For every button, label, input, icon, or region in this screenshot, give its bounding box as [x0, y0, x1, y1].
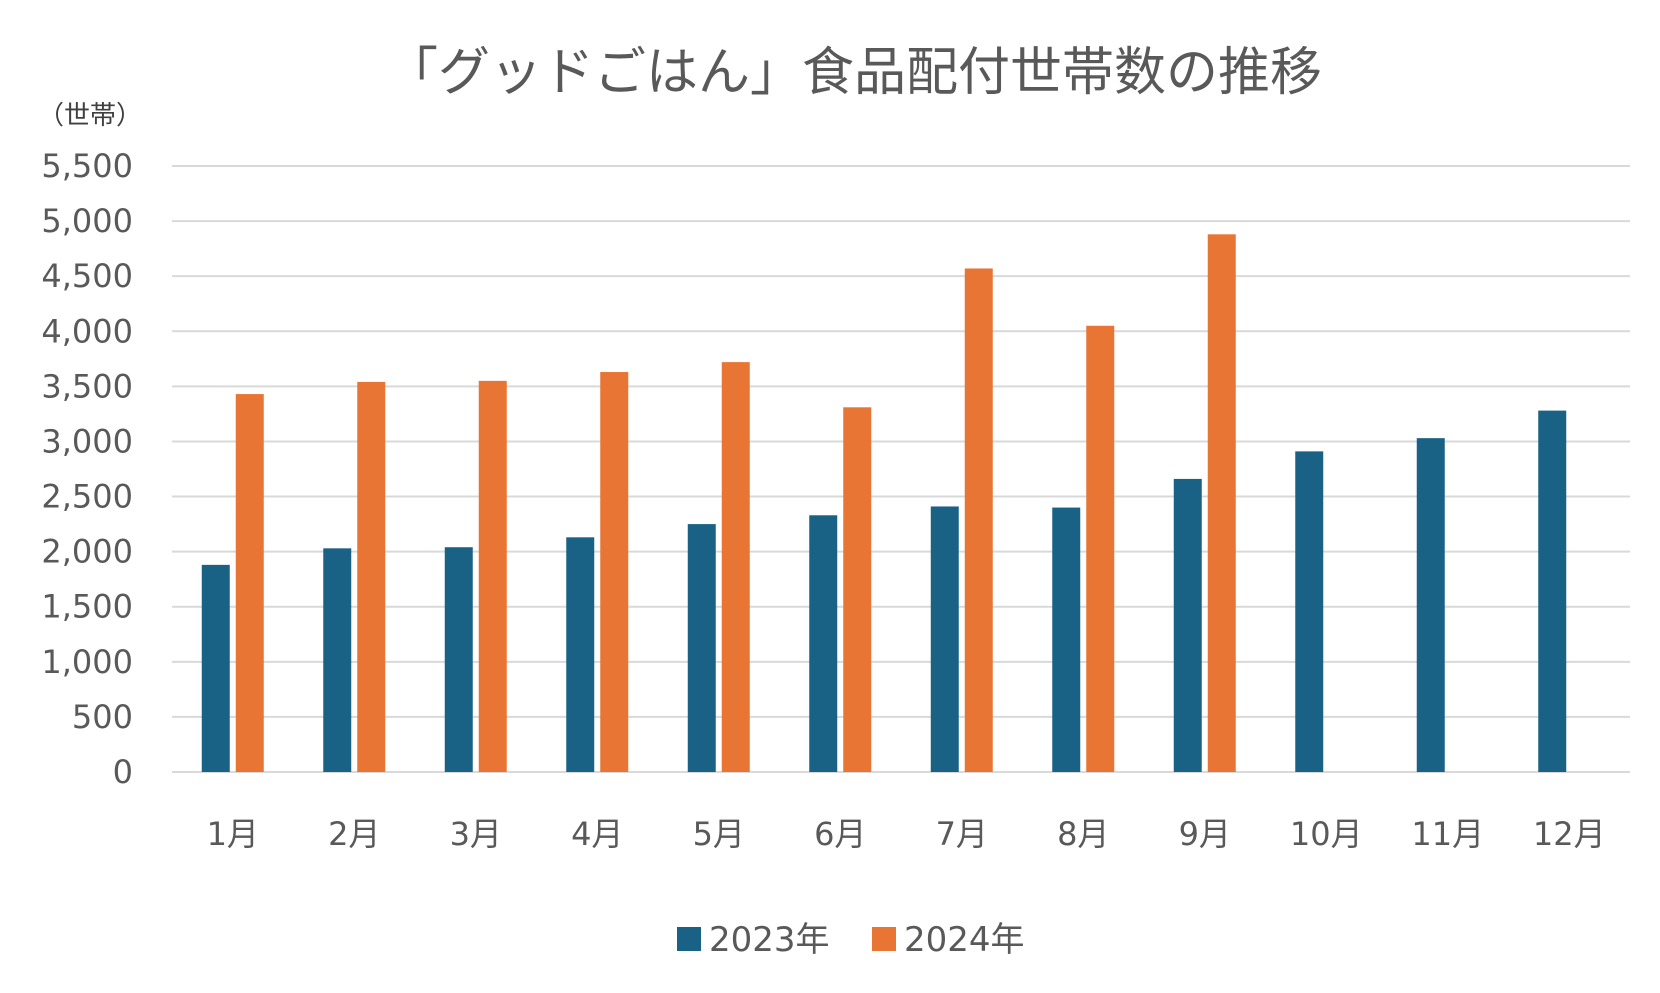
y-tick-label: 2,000 [41, 533, 133, 571]
x-category-label: 4月 [571, 815, 623, 853]
bar-2023年-10月 [1295, 451, 1324, 772]
legend-label: 2024年 [904, 920, 1025, 960]
bar-2024年-3月 [478, 380, 507, 772]
y-tick-label: 0 [113, 753, 133, 791]
bar-2023年-5月 [687, 524, 716, 772]
bar-2023年-9月 [1173, 478, 1202, 772]
x-category-label: 8月 [1057, 815, 1109, 853]
y-axis-tick-labels: 0 500 1,000 1,500 2,000 2,500 3,000 3,500 4,000 4… [41, 147, 133, 791]
bar-2023年-4月 [566, 537, 595, 772]
x-category-label: 12月 [1533, 815, 1606, 853]
legend-swatch-2024年 [872, 927, 896, 951]
y-tick-label: 3,500 [41, 367, 133, 405]
x-category-label: 10月 [1290, 815, 1363, 853]
legend-swatch-2023年 [677, 927, 701, 951]
y-tick-label: 500 [72, 698, 133, 736]
y-tick-label: 1,000 [41, 643, 133, 681]
bar-2024年-1月 [235, 394, 264, 772]
bar-2023年-11月 [1416, 438, 1445, 772]
x-category-label: 7月 [936, 815, 988, 853]
bar-2023年-2月 [323, 548, 352, 772]
bar-2024年-6月 [843, 407, 872, 772]
legend: 2023年 2024年 [677, 920, 1025, 960]
bar-2023年-3月 [444, 547, 473, 772]
y-tick-label: 1,500 [41, 588, 133, 626]
bar-2024年-2月 [357, 381, 386, 772]
bars [201, 234, 1567, 772]
chart-title: 「グッドごはん」食品配付世帯数の推移 [386, 43, 1322, 103]
bar-2024年-9月 [1207, 234, 1236, 772]
y-tick-label: 3,000 [41, 422, 133, 460]
y-axis-unit-label: （世帯） [38, 101, 142, 131]
bar-2023年-7月 [930, 506, 959, 772]
bar-2024年-4月 [600, 372, 629, 772]
x-category-label: 2月 [328, 815, 380, 853]
bar-2023年-1月 [201, 564, 230, 772]
y-tick-label: 5,500 [41, 147, 133, 185]
bar-2023年-8月 [1052, 507, 1081, 772]
y-tick-label: 5,000 [41, 202, 133, 240]
x-category-label: 9月 [1179, 815, 1231, 853]
y-tick-label: 4,500 [41, 257, 133, 295]
x-axis-category-labels: 1月 2月 3月 4月 5月 6月 7月 8月 9月 10月 11月 12月 [207, 815, 1606, 853]
legend-label: 2023年 [709, 920, 830, 960]
x-category-label: 3月 [450, 815, 502, 853]
x-category-label: 6月 [814, 815, 866, 853]
x-category-label: 11月 [1411, 815, 1484, 853]
y-tick-label: 4,000 [41, 312, 133, 350]
x-category-label: 1月 [207, 815, 259, 853]
bar-2023年-12月 [1538, 410, 1567, 772]
bar-2024年-5月 [721, 362, 750, 772]
x-category-label: 5月 [693, 815, 745, 853]
bar-2024年-8月 [1086, 325, 1115, 772]
y-tick-label: 2,500 [41, 478, 133, 516]
bar-2023年-6月 [809, 515, 838, 772]
bar-2024年-7月 [964, 268, 993, 772]
gridlines [172, 165, 1630, 773]
